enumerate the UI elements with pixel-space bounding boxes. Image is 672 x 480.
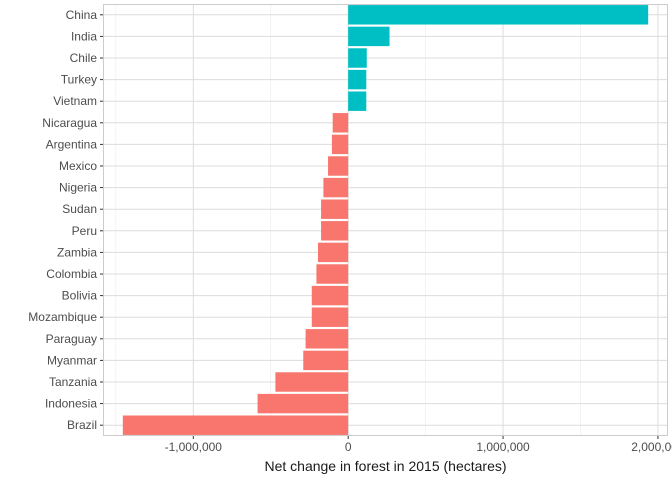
y-tick-label: Turkey bbox=[61, 73, 97, 87]
y-tick-label: Argentina bbox=[46, 137, 98, 151]
bar-turkey bbox=[348, 69, 367, 90]
plot-border bbox=[103, 4, 668, 436]
y-tick-label: Peru bbox=[72, 224, 97, 238]
bar-nicaragua bbox=[332, 113, 349, 133]
bar-zambia bbox=[317, 242, 349, 263]
y-tick-label: Zambia bbox=[57, 245, 97, 259]
bar-china bbox=[348, 5, 649, 25]
bar-peru bbox=[321, 221, 349, 241]
bar-argentina bbox=[331, 134, 349, 155]
y-tick-label: Brazil bbox=[67, 418, 97, 432]
y-tick-label: India bbox=[71, 29, 97, 43]
plot-panel bbox=[103, 4, 668, 436]
bar-mozambique bbox=[311, 307, 349, 327]
bar-chile bbox=[348, 48, 367, 68]
x-tick-label: 2,000,000 bbox=[631, 440, 672, 454]
bar-paraguay bbox=[305, 329, 349, 349]
bar-colombia bbox=[316, 264, 349, 284]
x-axis-title: Net change in forest in 2015 (hectares) bbox=[264, 458, 506, 474]
bar-nigeria bbox=[323, 177, 349, 198]
bars bbox=[122, 5, 649, 435]
bar-indonesia bbox=[257, 393, 349, 414]
y-tick-label: Chile bbox=[70, 51, 98, 65]
y-tick-label: Myanmar bbox=[47, 353, 97, 367]
y-tick-label: Sudan bbox=[62, 202, 97, 216]
y-tick-label: Nigeria bbox=[59, 181, 97, 195]
bar-bolivia bbox=[311, 285, 349, 306]
bar-sudan bbox=[321, 199, 349, 219]
y-tick-label: China bbox=[66, 8, 98, 22]
y-tick-label: Vietnam bbox=[53, 94, 97, 108]
y-tick-label: Mozambique bbox=[28, 310, 97, 324]
y-tick-label: Bolivia bbox=[62, 289, 98, 303]
y-tick-labels: China India Chile Turkey Vietnam Nicaragua Arg… bbox=[28, 8, 103, 432]
x-tick-label: 1,000,000 bbox=[476, 440, 530, 454]
x-tick-label: -1,000,000 bbox=[165, 440, 223, 454]
x-tick-labels: -1,000,000 0 1,000,000 2,000,000 bbox=[165, 436, 672, 454]
y-tick-label: Tanzania bbox=[49, 375, 97, 389]
bar-mexico bbox=[328, 156, 349, 176]
y-tick-label: Nicaragua bbox=[42, 116, 97, 130]
bar-india bbox=[348, 26, 390, 47]
y-tick-label: Paraguay bbox=[46, 332, 97, 346]
bar-brazil bbox=[122, 415, 349, 435]
y-tick-label: Colombia bbox=[46, 267, 97, 281]
y-tick-label: Mexico bbox=[59, 159, 97, 173]
x-tick-label: 0 bbox=[345, 440, 352, 454]
y-tick-label: Indonesia bbox=[45, 397, 97, 411]
bar-tanzania bbox=[275, 372, 349, 392]
bar-vietnam bbox=[348, 91, 367, 111]
bar-myanmar bbox=[303, 350, 349, 371]
